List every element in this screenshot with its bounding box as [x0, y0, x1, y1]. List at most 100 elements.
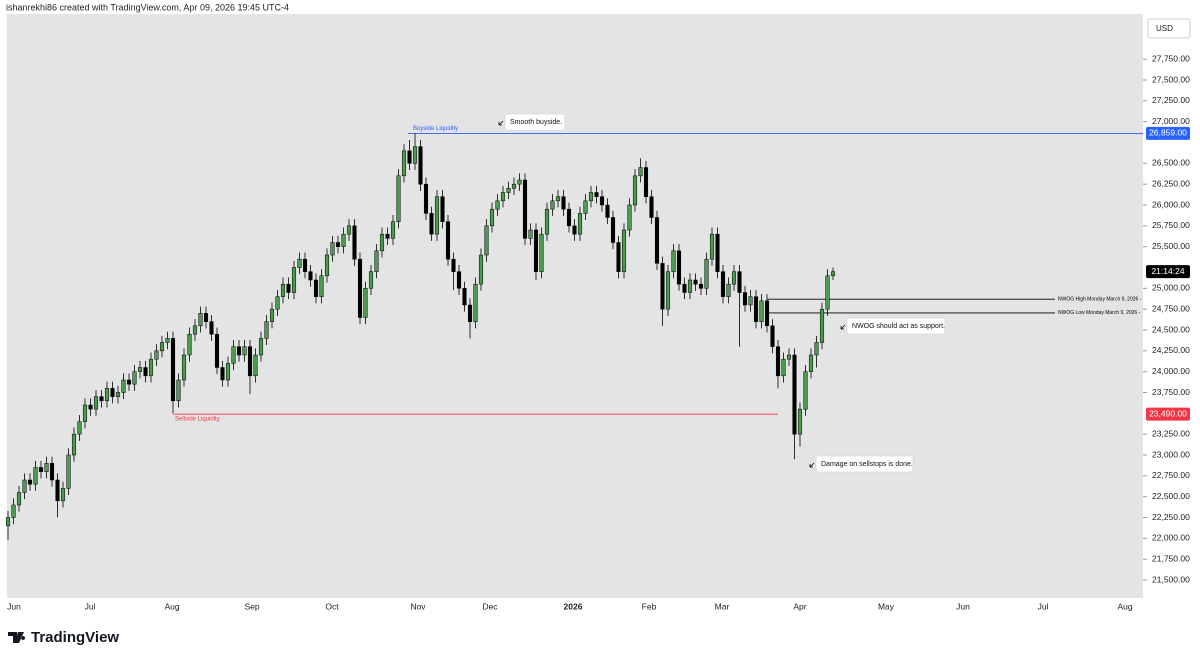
candle-body — [764, 300, 770, 327]
candle-body — [93, 396, 99, 410]
y-tick-label: 27,750.00 — [1152, 53, 1190, 63]
candle-body — [137, 367, 143, 372]
y-tick-label: 27,500.00 — [1152, 74, 1190, 84]
candle-body — [379, 233, 385, 252]
candle-body — [660, 263, 665, 310]
x-tick-label: May — [878, 601, 895, 611]
x-tick-label: Aug — [1117, 601, 1132, 611]
x-tick-label: Apr — [793, 601, 806, 611]
candle-body — [313, 279, 319, 297]
candle-body — [374, 250, 379, 272]
candle-body — [247, 346, 253, 377]
candle-body — [742, 292, 748, 306]
x-tick-label: Sep — [244, 601, 259, 611]
x-tick-label: 2026 — [564, 601, 583, 611]
candle-body — [99, 396, 104, 402]
x-tick-label: Dec — [482, 601, 498, 611]
candle-body — [489, 208, 495, 227]
candle-body — [187, 333, 192, 356]
level-label: Buyside Liquidity — [413, 126, 458, 132]
candle-body — [676, 250, 682, 285]
candle-body — [286, 283, 291, 293]
candle-body — [704, 258, 709, 289]
price-badge — [1146, 407, 1190, 421]
candle-body — [368, 271, 374, 289]
candle-body — [605, 204, 610, 218]
price-badge-label: 26,859.00 — [1149, 128, 1187, 138]
candle-body — [27, 479, 33, 485]
candle-body — [5, 517, 11, 527]
candle-body — [478, 254, 484, 285]
logo-text: TradingView — [31, 629, 119, 646]
candle-body — [506, 188, 511, 193]
candle-body — [38, 467, 44, 472]
y-tick-label: 26,500.00 — [1152, 158, 1190, 168]
y-tick-label: 24,250.00 — [1152, 345, 1190, 355]
candle-body — [110, 388, 115, 397]
candle-body — [181, 354, 187, 381]
x-tick-label: Feb — [642, 601, 657, 611]
y-tick-label: 23,250.00 — [1152, 428, 1190, 438]
candle-body — [753, 296, 759, 322]
candle-body — [687, 279, 693, 293]
candle-body — [517, 179, 522, 185]
candle-body — [236, 346, 242, 356]
candle-body — [814, 342, 819, 356]
candle-body — [363, 288, 368, 318]
candle-body — [467, 304, 473, 322]
callout-text: Smooth buyside. — [510, 119, 562, 126]
candle-body — [715, 233, 720, 272]
y-tick-label: 21,750.00 — [1152, 553, 1190, 563]
candle-body — [797, 408, 803, 435]
price-badge — [1146, 126, 1190, 140]
candle-body — [682, 283, 687, 293]
candle-body — [308, 271, 313, 281]
x-tick-label: Jun — [7, 601, 21, 611]
y-tick-label: 25,500.00 — [1152, 241, 1190, 251]
candle-body — [693, 279, 698, 285]
y-tick-label: 24,750.00 — [1152, 303, 1190, 313]
x-tick-label: Nov — [410, 601, 426, 611]
candle-body — [418, 146, 423, 185]
candle-body — [434, 196, 440, 235]
candle-body — [132, 371, 137, 385]
candle-body — [71, 433, 77, 456]
candle-body — [440, 196, 445, 222]
candle-body — [803, 371, 808, 410]
countdown-badge — [1146, 265, 1190, 279]
candle-body — [759, 300, 764, 322]
candle-body — [528, 229, 533, 239]
candle-body — [808, 354, 814, 372]
y-tick-label: 22,500.00 — [1152, 491, 1190, 501]
callout-arrow — [809, 462, 815, 468]
candle-body — [396, 175, 401, 222]
candle-body — [451, 258, 456, 272]
candle-body — [88, 404, 93, 410]
candle-body — [121, 379, 126, 393]
y-tick-label: 21,500.00 — [1152, 574, 1190, 584]
header-text: ishanrekhi86 created with TradingView.co… — [6, 2, 289, 12]
candle-body — [346, 225, 352, 235]
y-tick-label: 27,250.00 — [1152, 95, 1190, 105]
candle-body — [225, 363, 231, 381]
candle-body — [561, 196, 566, 210]
candle-body — [737, 271, 742, 293]
candle-body — [242, 346, 247, 356]
candle-body — [302, 258, 308, 272]
candle-body — [176, 379, 181, 402]
x-tick-label: Jul — [1038, 601, 1049, 611]
callout-arrow — [840, 324, 846, 330]
candle-body — [319, 275, 324, 297]
candle-body — [786, 354, 792, 360]
candle-body — [280, 283, 286, 297]
candle-body — [731, 271, 737, 285]
candle-body — [192, 325, 198, 335]
candle-body — [616, 242, 621, 272]
candle-body — [720, 271, 726, 297]
candle-body — [566, 208, 572, 227]
candle-body — [11, 504, 16, 518]
candle-body — [748, 296, 753, 306]
currency-box[interactable] — [1147, 18, 1191, 39]
candle-body — [577, 213, 583, 235]
